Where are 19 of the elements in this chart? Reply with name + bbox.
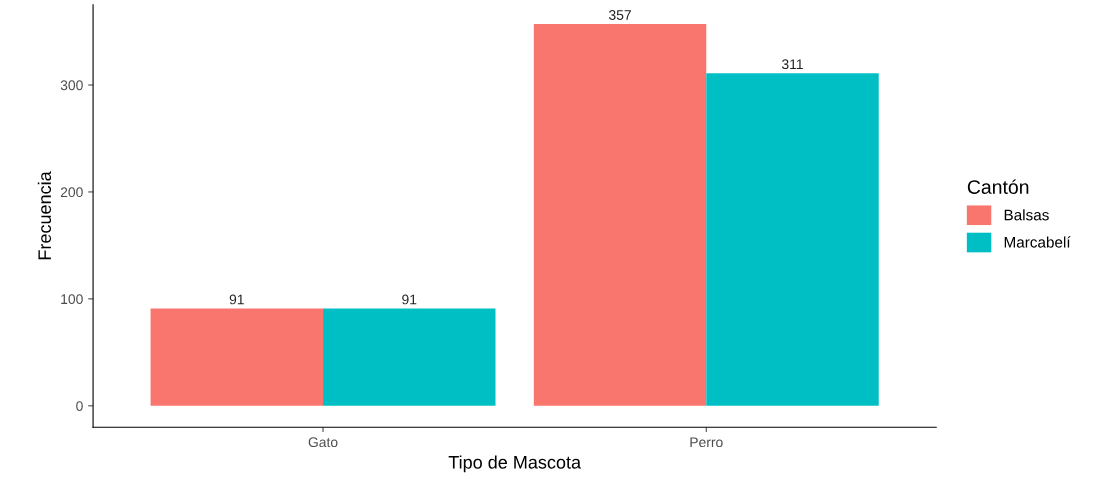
data-label: 357 <box>608 10 631 20</box>
data-label: 91 <box>402 294 417 305</box>
y-tick-label: 200 <box>60 187 83 198</box>
data-label: 311 <box>781 59 803 70</box>
y-tick-label: 0 <box>76 401 83 411</box>
legend-label: Balsas <box>1004 209 1049 221</box>
legend-title: Cantón <box>967 179 1029 194</box>
bar <box>706 73 879 406</box>
y-axis-title: Frecuencia <box>37 171 52 260</box>
bar <box>150 308 324 406</box>
bar <box>533 24 707 406</box>
y-tick-label: 100 <box>61 294 83 305</box>
legend-label: Marcabelí <box>1004 236 1071 248</box>
x-tick-label: Gato <box>308 437 338 448</box>
x-tick-label: Perro <box>690 437 723 448</box>
bar <box>323 308 496 406</box>
x-axis-title: Tipo de Mascota <box>448 455 582 473</box>
y-tick-label: 300 <box>60 80 83 91</box>
data-label: 91 <box>229 294 244 305</box>
